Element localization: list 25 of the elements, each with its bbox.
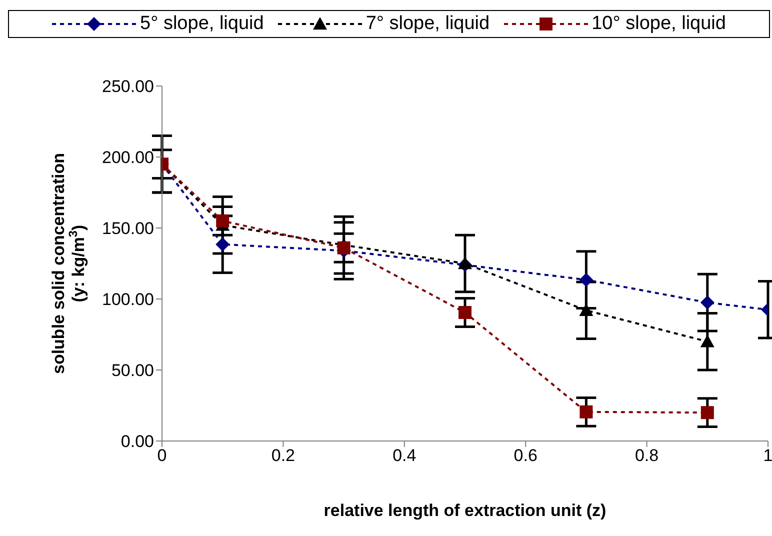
x-tick-label: 0.4 [392,446,416,466]
y-tick-label: 0.00 [120,432,154,452]
legend-label: 7° slope, liquid [366,13,490,35]
x-tick-label: 0.6 [514,446,538,466]
y-tick-label: 100.00 [102,290,154,310]
legend-label: 5° slope, liquid [140,13,264,35]
y-tick-label: 50.00 [111,361,154,380]
x-tick-label: 1 [763,446,772,466]
point [700,406,714,420]
point [700,296,714,310]
point [458,256,472,270]
point [458,306,472,319]
point [580,405,593,418]
x-tick-label: 0.2 [271,446,296,466]
point [579,272,594,287]
y-tick-label: 250.00 [102,77,154,96]
x-axis-title: relative length of extraction unit (z) [324,501,606,520]
point [216,214,230,228]
x-tick-label: 0 [157,446,167,466]
point [216,237,230,252]
x-tick-label: 0.8 [634,446,659,466]
y-tick-label: 150.00 [102,219,154,238]
point [700,334,714,348]
y-tick-label: 200.00 [102,148,154,168]
legend-label: 10° slope, liquid [592,13,726,35]
